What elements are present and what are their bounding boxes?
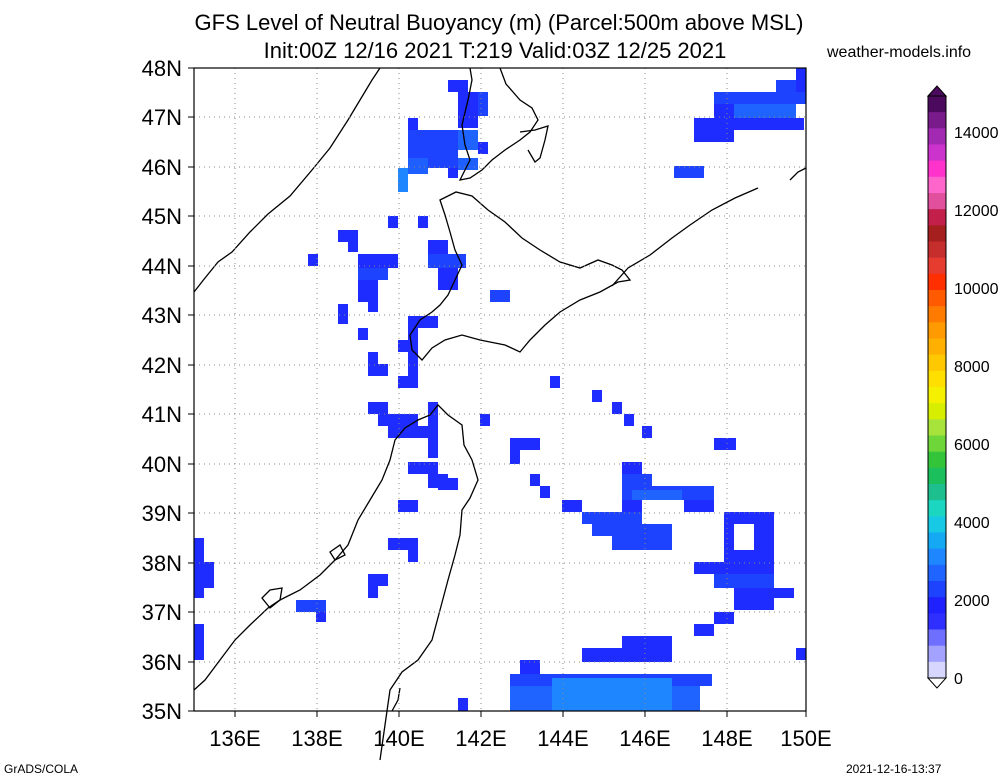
colorbar-segment <box>928 128 946 145</box>
lon-label: 136E <box>209 726 260 751</box>
lat-label: 35N <box>142 699 182 724</box>
lon-label: 138E <box>291 726 342 751</box>
map-frame <box>193 67 807 712</box>
colorbar-segment <box>928 160 946 178</box>
lat-label: 44N <box>142 254 182 279</box>
lat-label: 48N <box>142 56 182 81</box>
colorbar-segment <box>928 193 946 210</box>
colorbar-segment <box>928 257 946 275</box>
lat-label: 42N <box>142 353 182 378</box>
colorbar-segment <box>928 661 946 679</box>
lat-label: 40N <box>142 452 182 477</box>
lon-label: 150E <box>780 726 831 751</box>
colorbar-segments <box>928 96 946 679</box>
colorbar-segment <box>928 96 946 113</box>
colorbar-segment <box>928 435 946 453</box>
colorbar-label: 0 <box>954 671 963 688</box>
colorbar-segment <box>928 581 946 598</box>
lon-label: 146E <box>619 726 670 751</box>
colorbar-frame <box>927 95 947 679</box>
colorbar-segment <box>928 548 946 566</box>
colorbar-segment <box>928 564 946 582</box>
colorbar-top-arrow <box>926 85 948 97</box>
lat-label: 46N <box>142 155 182 180</box>
colorbar-label: 8000 <box>954 359 990 376</box>
colorbar-segment <box>928 273 946 291</box>
site-credit: weather-models.info <box>827 44 972 61</box>
colorbar-segment <box>928 338 946 356</box>
lat-label: 41N <box>142 402 182 427</box>
colorbar-segment <box>928 484 946 501</box>
colorbar-label: 12000 <box>954 203 999 220</box>
colorbar-segment <box>928 597 946 614</box>
colorbar-label: 14000 <box>954 125 999 142</box>
colorbar-segment <box>928 290 946 307</box>
footer-timestamp: 2021-12-16-13:37 <box>846 762 942 776</box>
lon-label: 140E <box>373 726 424 751</box>
colorbar-segment <box>928 370 946 388</box>
colorbar-segment <box>928 322 946 339</box>
lat-label: 38N <box>142 551 182 576</box>
lat-label: 43N <box>142 303 182 328</box>
colorbar-segment <box>928 176 946 194</box>
colorbar-segment <box>928 306 946 323</box>
lon-label: 148E <box>701 726 752 751</box>
graticule <box>194 68 806 711</box>
colorbar-segment <box>928 516 946 533</box>
lat-label: 37N <box>142 600 182 625</box>
colorbar-segment <box>928 241 946 259</box>
buoyancy-field <box>194 68 806 711</box>
colorbar-segment <box>928 209 946 226</box>
colorbar-segment <box>928 387 946 404</box>
colorbar-segment <box>928 467 946 485</box>
colorbar-label: 4000 <box>954 515 990 532</box>
map-panel: 48N 47N 46N 45N 44N 43N 42N 41N 40N 39N … <box>142 56 832 761</box>
lat-label: 36N <box>142 650 182 675</box>
colorbar-segment <box>928 225 946 242</box>
colorbar-label: 2000 <box>954 593 990 610</box>
colorbar-segment <box>928 144 946 162</box>
colorbar-segment <box>928 112 946 129</box>
colorbar-label: 6000 <box>954 437 990 454</box>
coastlines <box>193 67 807 761</box>
colorbar-segment <box>928 403 946 420</box>
chart-title-line1: GFS Level of Neutral Buoyancy (m) (Parce… <box>194 10 804 35</box>
colorbar-bottom-arrow <box>926 677 948 689</box>
colorbar: 14000 12000 10000 8000 6000 4000 2000 0 <box>926 85 999 689</box>
colorbar-segment <box>928 500 946 517</box>
colorbar-segment <box>928 354 946 372</box>
colorbar-segment <box>928 613 946 630</box>
colorbar-segment <box>928 532 946 550</box>
lat-label: 39N <box>142 501 182 526</box>
colorbar-label: 10000 <box>954 281 999 298</box>
chart-title-line2: Init:00Z 12/16 2021 T:219 Valid:03Z 12/2… <box>263 38 727 63</box>
lat-label: 45N <box>142 204 182 229</box>
colorbar-segment <box>928 451 946 469</box>
lon-label: 144E <box>537 726 588 751</box>
footer-software: GrADS/COLA <box>4 762 79 776</box>
colorbar-segment <box>928 419 946 436</box>
colorbar-segment <box>928 645 946 663</box>
lon-label: 142E <box>455 726 506 751</box>
lat-label: 47N <box>142 105 182 130</box>
colorbar-segment <box>928 629 946 647</box>
